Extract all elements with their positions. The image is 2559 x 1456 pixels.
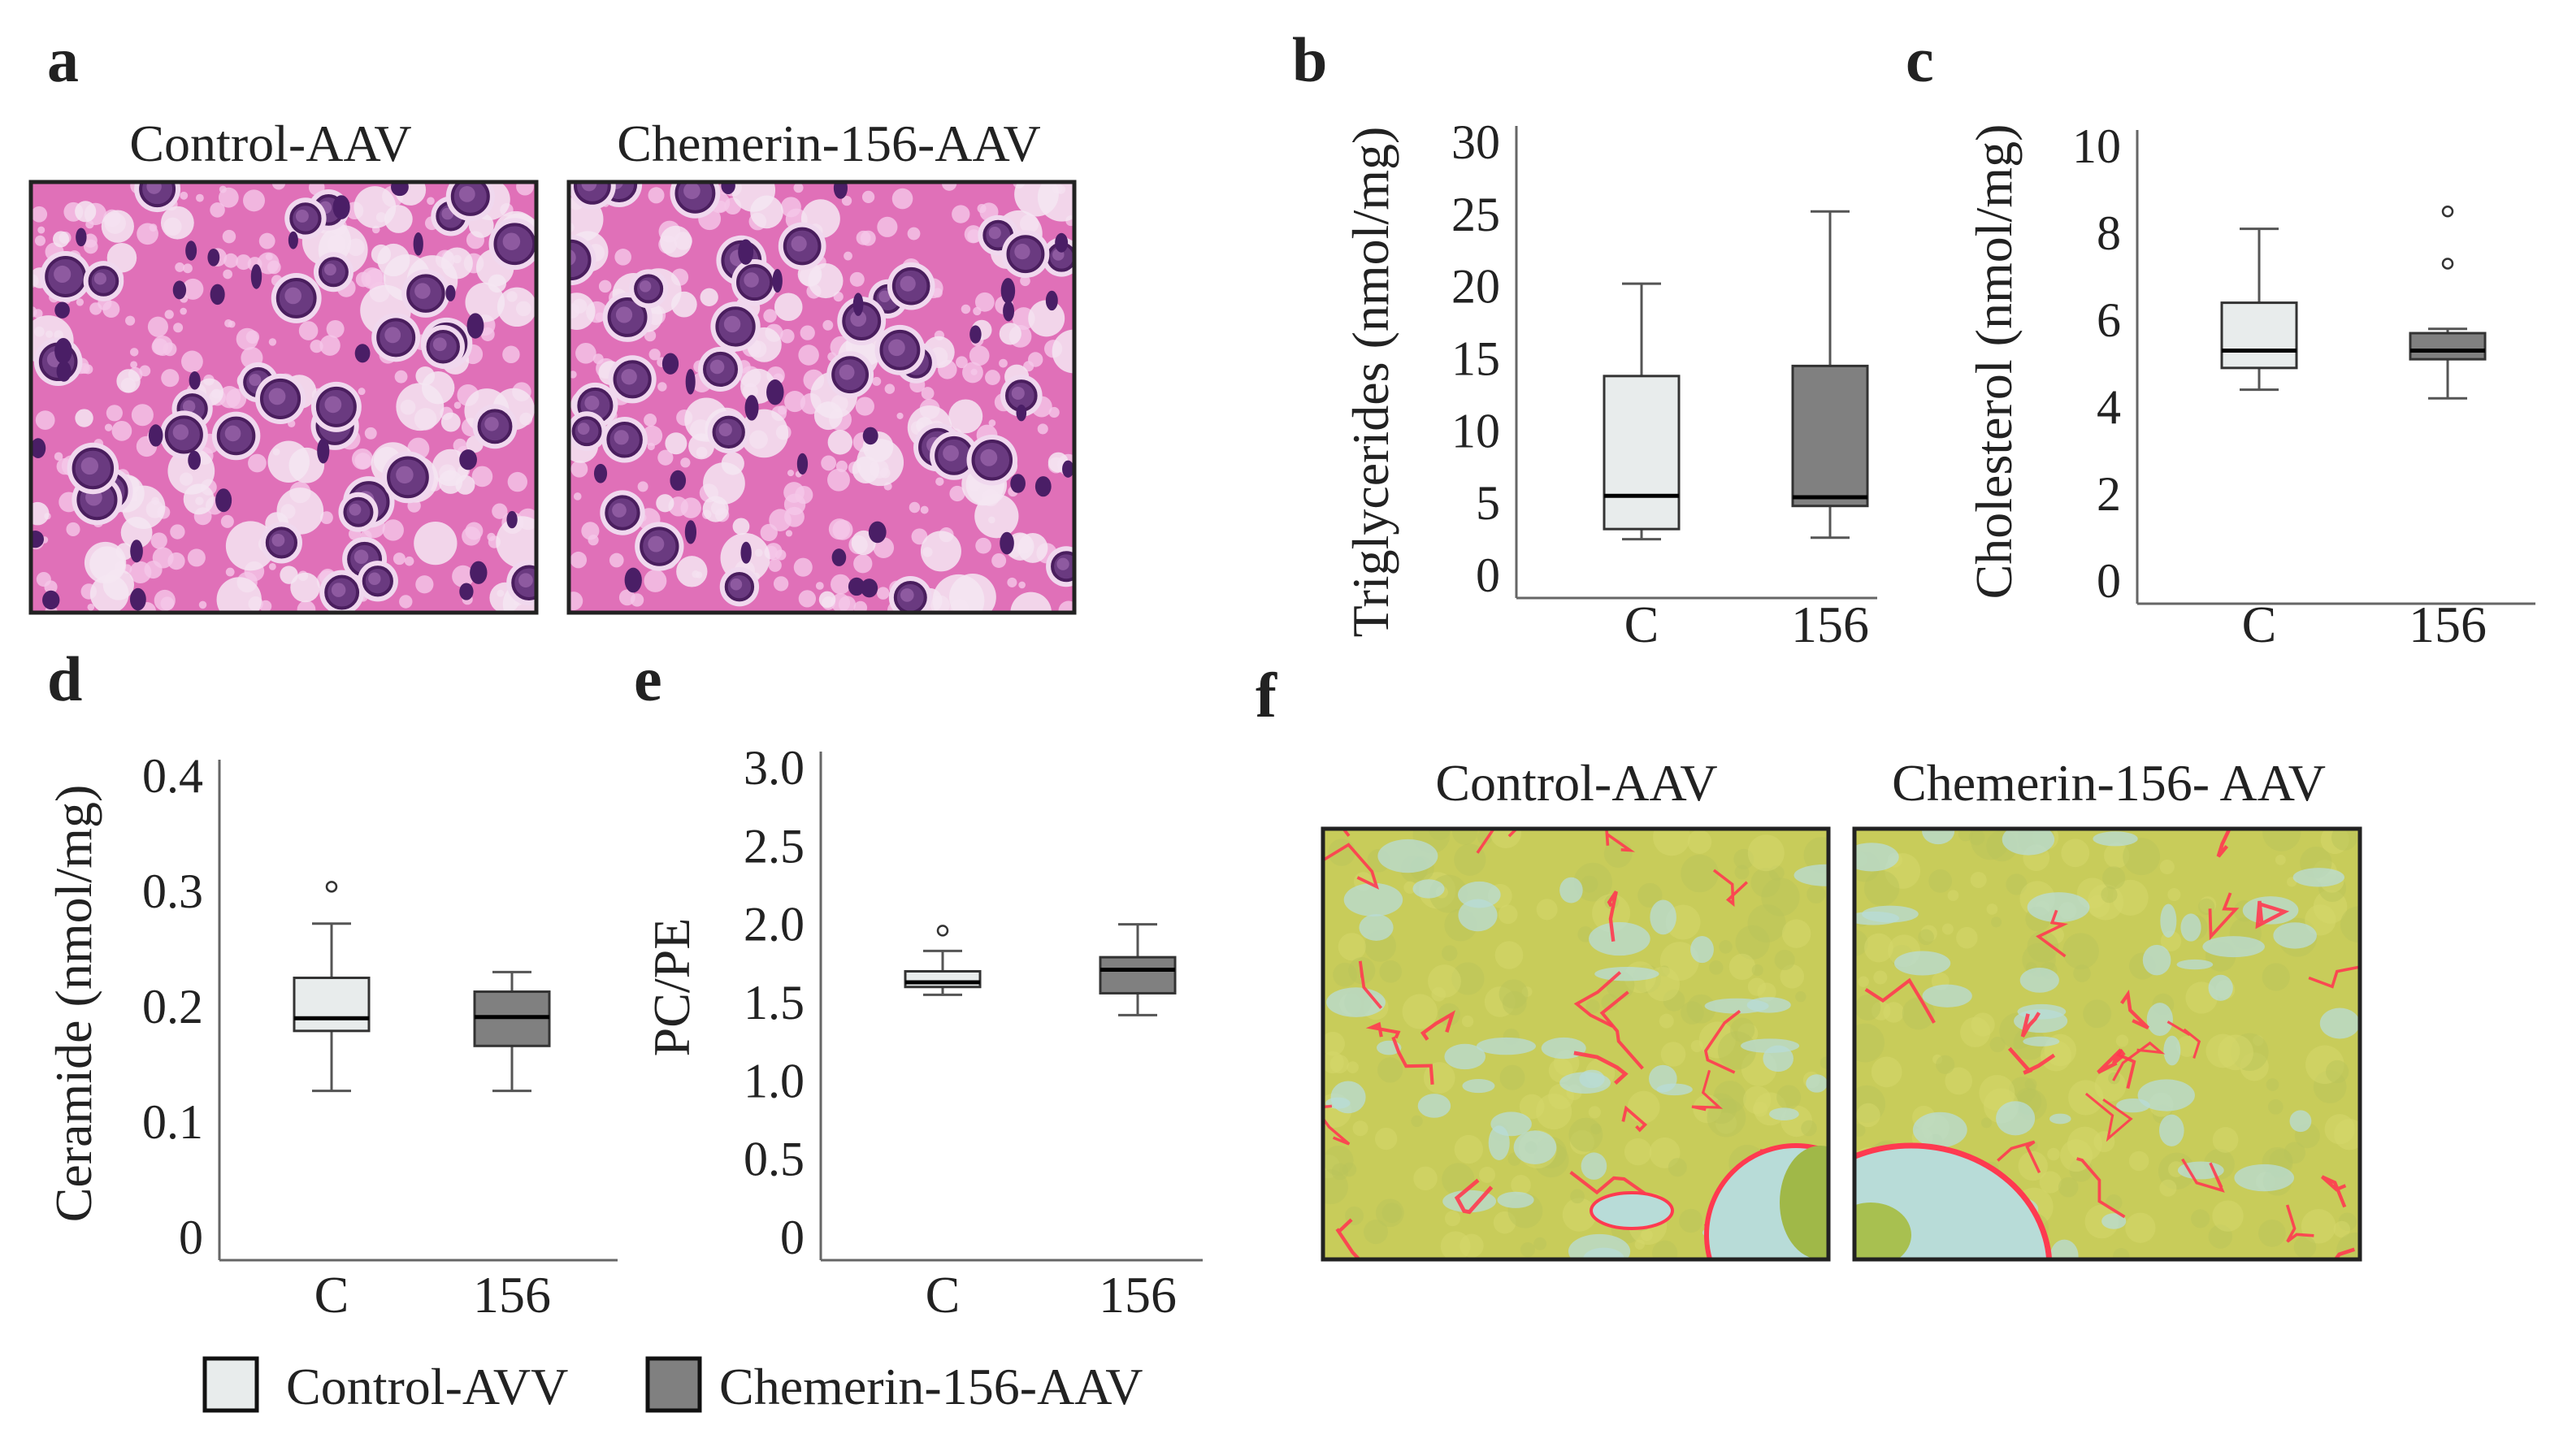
y-tick-label: 0.4 [142,749,203,803]
x-tick-label: C [926,1266,961,1324]
panel-letter-f: f [1256,660,1277,730]
y-tick-label: 1.0 [744,1054,805,1107]
box-156 [473,970,551,1093]
y-tick-label: 0 [1476,548,1500,602]
panel-a-right-title: Chemerin-156-AAV [617,115,1040,172]
y-tick-label: 3.0 [744,741,805,795]
outlier-point [325,881,338,893]
y-tick-label: 2 [2097,467,2121,521]
box-iqr [2409,332,2487,361]
x-tick-label: 156 [2409,596,2487,653]
panel-letter-b: b [1292,24,1327,95]
chart-cholesterol: 0 2 4 6 8 10 Cholesterol (nmol/mg) C 156 [1965,119,2535,653]
panel-a-left-title: Control-AAV [129,115,411,172]
y-tick-label: 25 [1451,188,1500,241]
box-156 [1099,923,1177,1016]
box-156 [1791,210,1869,540]
box-C [2220,228,2298,392]
y-tick-label: 2.0 [744,898,805,951]
y-tick-label: 8 [2097,206,2121,260]
y-axis-label: Ceramide (nmol/mg) [45,785,102,1223]
he-image-chemerin [566,180,1077,615]
panel-f-right-title: Chemerin-156- AAV [1892,754,2326,812]
chart-pc-pe: 0 0.5 1.0 1.5 2.0 2.5 3.0 PC/PE C 156 [643,741,1203,1324]
chart-triglycerides: 0 5 10 15 20 25 30 Triglycerides (nmol/mg) C 156 [1342,115,1877,653]
y-tick-label: 20 [1451,260,1500,314]
y-tick-label: 0 [2097,554,2121,608]
x-tick-label: 156 [1099,1266,1177,1324]
y-tick-label: 0.5 [744,1133,805,1186]
legend-swatch-chemerin [645,1356,702,1413]
y-tick-label: 1.5 [744,976,805,1029]
legend: Control-AVV Chemerin-156-AAV [202,1356,1143,1415]
box-iqr [2220,301,2298,370]
panel-f-left-title: Control-AAV [1435,754,1717,812]
panel-letter-e: e [634,644,662,714]
panel-letter-c: c [1906,24,1934,95]
y-tick-label: 10 [1451,404,1500,457]
x-tick-label: 156 [1791,596,1869,653]
y-tick-label: 0 [780,1211,805,1264]
box-C [904,925,982,996]
y-axis-label: Cholesterol (nmol/mg) [1965,124,2023,600]
panel-letter-a: a [47,24,79,95]
y-axis-label: PC/PE [643,918,700,1057]
x-tick-label: C [314,1266,349,1324]
box-iqr [1099,956,1177,994]
y-tick-label: 5 [1476,476,1500,530]
outlier-point [2441,206,2454,218]
legend-label-control: Control-AVV [286,1358,568,1415]
sirius-image-control [1321,826,1831,1262]
x-tick-label: C [1624,596,1659,653]
sirius-image-chemerin [1852,826,2362,1262]
outlier-point [2441,258,2454,270]
x-tick-label: 156 [473,1266,551,1324]
legend-label-chemerin: Chemerin-156-AAV [719,1358,1143,1415]
he-image-control [28,180,539,615]
panel-letter-d: d [47,644,82,714]
y-tick-label: 6 [2097,293,2121,347]
box-156 [2409,206,2487,400]
legend-swatch-control [202,1356,259,1413]
box-iqr [1603,375,1681,531]
y-tick-label: 2.5 [744,819,805,873]
y-tick-label: 0.1 [142,1095,203,1149]
y-tick-label: 4 [2097,380,2121,434]
y-tick-label: 0.2 [142,980,203,1034]
box-iqr [904,969,982,989]
box-iqr [293,977,371,1033]
y-axis-label: Triglycerides (nmol/mg) [1342,127,1399,638]
y-tick-label: 0 [179,1211,203,1264]
x-tick-label: C [2242,596,2277,653]
chart-ceramide: 0 0.1 0.2 0.3 0.4 Ceramide (nmol/mg) C 156 [45,749,618,1324]
y-tick-label: 10 [2072,119,2121,173]
y-tick-label: 30 [1451,115,1500,169]
box-C [293,881,371,1093]
y-tick-label: 15 [1451,332,1500,386]
outlier-point [936,925,949,937]
y-tick-label: 0.3 [142,864,203,918]
box-iqr [1791,364,1869,508]
box-C [1603,282,1681,541]
